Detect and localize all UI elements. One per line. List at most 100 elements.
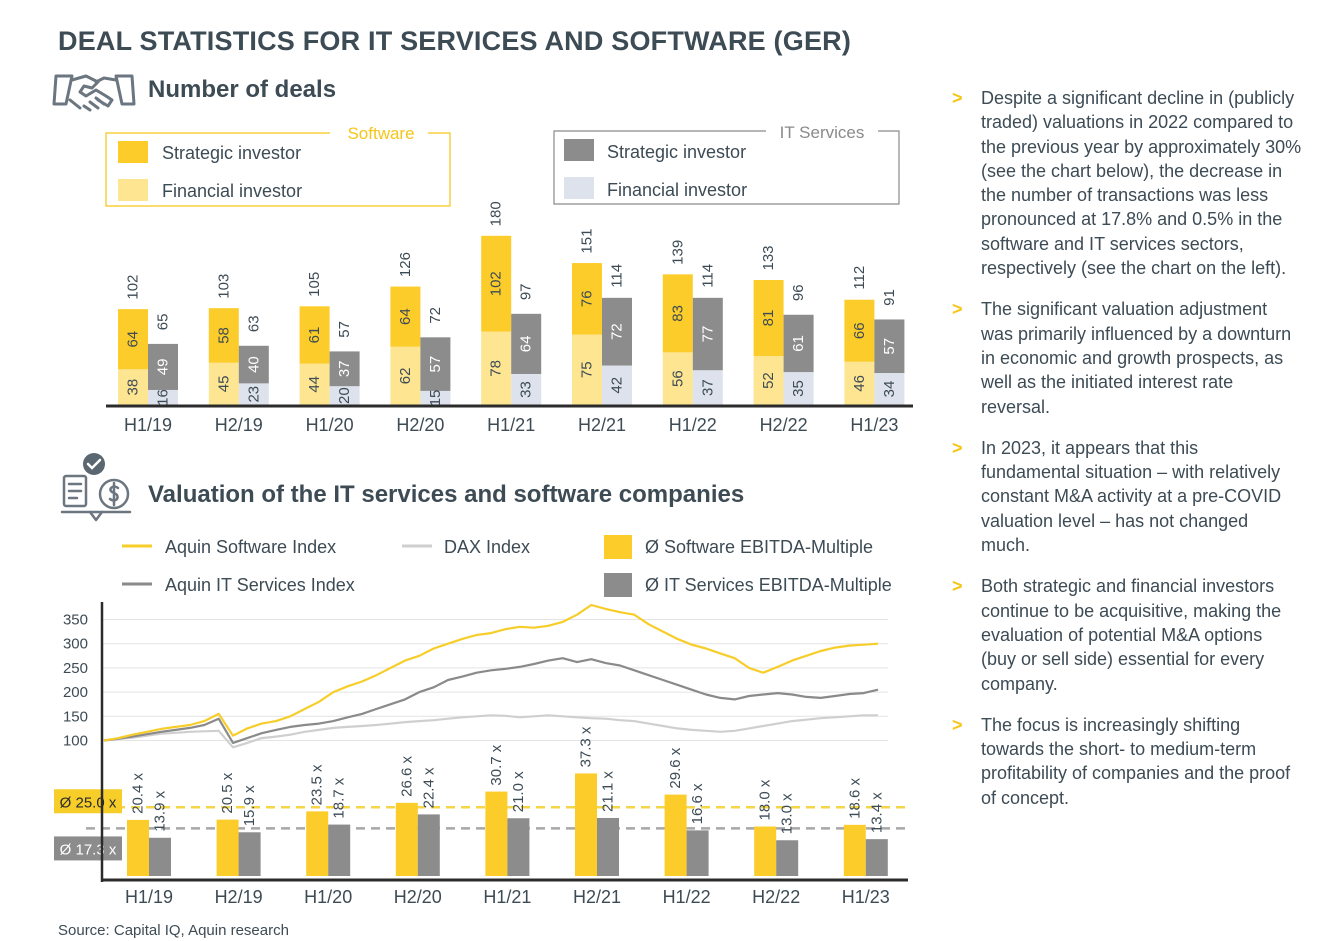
label-it-strategic: 77 [699,326,716,343]
label-sw-multiple: 20.4 x [130,773,147,814]
bar-sw-financial [390,346,421,405]
bar-sw-multiple [843,824,866,876]
label-sw-strategic: 64 [397,308,414,325]
bar-it-multiple [417,814,440,876]
label-it-total: 114 [699,264,716,288]
label-sw-strategic: 83 [669,305,686,322]
label-sw-total: 133 [760,245,777,270]
label-sw-strategic: 102 [488,271,505,296]
label-it-total: 97 [518,283,535,300]
bullet-text: Despite a significant decline in (public… [981,88,1302,279]
legend-swatch-sw-financial [118,179,148,201]
handshake-icon [52,74,136,112]
x-tick-label: H2/19 [215,415,263,435]
label-it-multiple: 21.0 x [510,771,527,812]
legend-sw-financial-label: Financial investor [162,181,302,201]
avg-label-software: Ø 25.0 x [60,794,117,811]
bar-sw-financial [662,352,693,405]
bar-it-multiple [865,839,888,876]
bar-sw-financial [481,331,512,405]
label-it-financial: 34 [881,381,898,398]
label-sw-financial: 75 [579,361,596,378]
label-sw-total: 112 [851,266,868,290]
bar-it-strategic [148,343,178,390]
line-dax-index [103,714,878,749]
label-sw-strategic: 61 [306,327,323,344]
bullet-item: > Both strategic and financial investors … [952,574,1302,695]
bar-sw-financial [572,334,602,405]
x-tick-label: H1/19 [124,415,172,435]
label-it-strategic: 72 [609,323,626,340]
bar-it-multiple [149,837,171,876]
bullet-marker: > [952,299,963,320]
bar-it-multiple [686,830,709,876]
legend-sw-multiple-label: Ø Software EBITDA-Multiple [645,537,873,557]
x-tick-label: H1/23 [842,887,890,907]
x-tick-label: H2/20 [394,887,442,907]
bar-sw-multiple [306,811,329,876]
label-sw-multiple: 18.6 x [846,777,863,818]
label-it-total: 57 [336,321,353,338]
label-it-total: 91 [881,289,898,306]
label-sw-financial: 56 [669,370,686,387]
bar-it-strategic [602,297,632,366]
label-sw-financial: 46 [851,375,868,392]
x-tick-label: H2/21 [578,415,626,435]
y-tick-label: 200 [63,684,88,701]
bar-it-strategic [511,313,542,374]
bar-sw-multiple [127,819,149,876]
x-tick-label: H2/22 [752,887,800,907]
label-sw-multiple: 20.5 x [219,772,236,813]
label-it-financial: 15 [427,390,444,407]
label-sw-total: 102 [125,275,142,300]
label-sw-strategic: 66 [851,322,868,339]
x-tick-label: H2/20 [396,415,444,435]
label-it-multiple: 15.9 x [241,785,258,826]
bar-it-financial [783,372,814,405]
bar-sw-multiple [664,794,687,876]
bar-it-strategic [420,337,451,391]
label-it-multiple: 22.4 x [420,767,437,808]
bar-it-multiple [597,817,619,876]
bullet-text: The significant valuation adjustment was… [981,299,1292,417]
source-note: Source: Capital IQ, Aquin research [58,922,289,939]
label-it-strategic: 40 [245,356,262,373]
bullet-marker: > [952,437,963,458]
label-it-multiple: 13.4 x [868,792,885,833]
label-it-financial: 23 [245,386,262,403]
label-it-total: 114 [609,264,626,288]
label-sw-multiple: 30.7 x [488,744,505,785]
legend-software: Software Strategic investor Financial in… [105,124,451,207]
bar-it-multiple [238,832,261,876]
bar-it-strategic [874,319,905,374]
bar-sw-strategic [299,306,330,364]
label-sw-strategic: 76 [579,290,596,307]
label-sw-financial: 45 [215,376,232,393]
valuation-scale-icon [60,453,132,522]
y-tick-label: 350 [63,612,88,629]
bar-sw-strategic [481,235,512,332]
bar-it-financial [602,365,632,405]
bar-sw-financial [753,356,784,405]
x-tick-label: H1/21 [483,887,531,907]
bar-sw-financial [208,362,239,405]
bar-it-financial [420,390,451,405]
legend-it-financial-label: Financial investor [607,180,747,200]
y-tick-label: 300 [63,636,88,653]
label-it-financial: 42 [609,377,626,394]
legend-swatch-it-strategic [564,139,594,161]
label-it-financial: 35 [790,380,807,397]
label-it-strategic: 57 [881,338,898,355]
bar-it-strategic [692,297,723,371]
label-sw-multiple: 23.5 x [309,764,326,805]
avg-badge-software [54,789,122,814]
bar-sw-financial [118,369,148,405]
bar-it-financial [148,389,178,405]
label-it-financial: 20 [336,387,353,404]
legend-swatch-sw-multiple [604,535,632,559]
bar-it-financial [511,373,542,405]
deals-section-title: Number of deals [148,76,337,103]
bar-it-multiple [776,840,799,876]
bullet-marker: > [952,714,963,735]
label-it-total: 72 [427,307,444,324]
